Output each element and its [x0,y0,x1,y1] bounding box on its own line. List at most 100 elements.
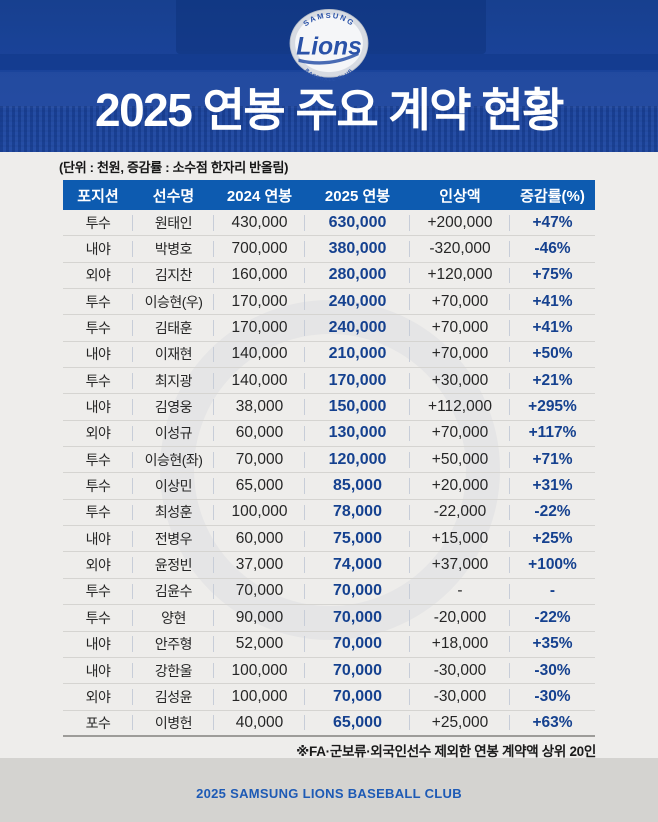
cell-position: 외야 [63,421,133,446]
cell-change-amount: +120,000 [410,263,510,288]
stadium-stand-overlay [0,72,658,108]
cell-player-name: 이승현(우) [133,289,214,314]
table-row: 외야 윤정빈 37,000 74,000 +37,000 +100% [63,552,595,579]
cell-salary-2025: 280,000 [305,263,410,288]
table-row: 투수 원태인 430,000 630,000 +200,000 +47% [63,210,595,237]
cell-position: 투수 [63,605,133,630]
cell-change-amount: +70,000 [410,289,510,314]
table-row: 투수 이승현(좌) 70,000 120,000 +50,000 +71% [63,447,595,474]
cell-change-amount: +18,000 [410,632,510,657]
cell-salary-2025: 70,000 [305,632,410,657]
cell-salary-2025: 210,000 [305,342,410,367]
table-row: 내야 박병호 700,000 380,000 -320,000 -46% [63,236,595,263]
column-header-position: 포지션 [77,187,119,205]
cell-change-amount: -30,000 [410,658,510,683]
table-row: 내야 전병우 60,000 75,000 +15,000 +25% [63,526,595,553]
cell-salary-2025: 70,000 [305,684,410,709]
cell-position: 내야 [63,526,133,551]
cell-position: 내야 [63,632,133,657]
cell-salary-2024: 100,000 [214,684,305,709]
cell-change-amount: +70,000 [410,342,510,367]
cell-salary-2024: 70,000 [214,579,305,604]
cell-position: 투수 [63,210,133,235]
cell-salary-2024: 38,000 [214,394,305,419]
cell-change-percent: +63% [532,713,573,731]
cell-salary-2024: 60,000 [214,526,305,551]
cell-change-percent: -22% [534,503,571,521]
table-row: 투수 이승현(우) 170,000 240,000 +70,000 +41% [63,289,595,316]
footer-text: 2025 SAMSUNG LIONS BASEBALL CLUB [196,786,462,801]
cell-change-amount: +112,000 [410,394,510,419]
logo-swoosh [298,51,359,65]
cell-salary-2024: 37,000 [214,552,305,577]
cell-player-name: 김윤수 [133,579,214,604]
cell-player-name: 강한울 [133,658,214,683]
cell-player-name: 이병헌 [133,711,214,735]
cell-change-percent: +21% [532,371,573,389]
table-row: 투수 최지광 140,000 170,000 +30,000 +21% [63,368,595,395]
cell-position: 투수 [63,579,133,604]
cell-salary-2025: 130,000 [305,421,410,446]
cell-salary-2024: 160,000 [214,263,305,288]
cell-salary-2024: 100,000 [214,500,305,525]
cell-change-percent: -22% [534,608,571,626]
cell-change-percent: +295% [528,398,577,416]
cell-position: 외야 [63,552,133,577]
page-title: 2025 연봉 주요 계약 현황 [94,84,565,136]
stadium-crowd-overlay [0,106,658,152]
cell-position: 투수 [63,500,133,525]
cell-salary-2025: 74,000 [305,552,410,577]
cell-salary-2024: 140,000 [214,368,305,393]
cell-position: 투수 [63,315,133,340]
cell-salary-2025: 70,000 [305,605,410,630]
cell-change-amount: +37,000 [410,552,510,577]
cell-player-name: 이성규 [133,421,214,446]
cell-salary-2024: 65,000 [214,473,305,498]
column-header-change: 인상액 [439,187,481,205]
cell-player-name: 안주형 [133,632,214,657]
cell-salary-2025: 630,000 [305,210,410,235]
footnote: ※FA·군보류·외국인선수 제외한 연봉 계약액 상위 20인 [296,744,596,759]
cell-salary-2024: 430,000 [214,210,305,235]
table-row: 투수 김태훈 170,000 240,000 +70,000 +41% [63,315,595,342]
cell-position: 투수 [63,289,133,314]
cell-position: 내야 [63,342,133,367]
table-header-row: 포지션 선수명 2024 연봉 2025 연봉 인상액 증감률(%) [63,180,595,210]
cell-salary-2025: 78,000 [305,500,410,525]
cell-salary-2024: 90,000 [214,605,305,630]
cell-salary-2024: 40,000 [214,711,305,735]
cell-change-percent: +25% [532,529,573,547]
table-row: 외야 이성규 60,000 130,000 +70,000 +117% [63,421,595,448]
column-header-salary-2024: 2024 연봉 [226,187,293,205]
cell-change-amount: - [410,579,510,604]
hero-banner: SAMSUNG Lions BASEBALL CLUB 2025 연봉 주요 계… [0,0,658,152]
cell-salary-2024: 170,000 [214,315,305,340]
cell-salary-2025: 85,000 [305,473,410,498]
cell-change-percent: +71% [532,450,573,468]
cell-salary-2024: 140,000 [214,342,305,367]
table-row: 내야 강한울 100,000 70,000 -30,000 -30% [63,658,595,685]
cell-change-percent: -46% [534,240,571,258]
cell-position: 투수 [63,368,133,393]
cell-change-percent: +117% [528,424,577,442]
cell-change-amount: +70,000 [410,421,510,446]
samsung-lions-logo-icon: SAMSUNG Lions BASEBALL CLUB [289,8,369,83]
cell-player-name: 김영웅 [133,394,214,419]
cell-position: 내야 [63,394,133,419]
cell-player-name: 이상민 [133,473,214,498]
cell-position: 내야 [63,658,133,683]
cell-change-amount: -22,000 [410,500,510,525]
cell-salary-2024: 70,000 [214,447,305,472]
table-row: 외야 김지찬 160,000 280,000 +120,000 +75% [63,263,595,290]
column-header-player-name: 선수명 [152,187,195,205]
cell-change-percent: -30% [534,661,571,679]
cell-position: 투수 [63,447,133,472]
cell-player-name: 최성훈 [133,500,214,525]
cell-salary-2025: 240,000 [305,289,410,314]
cell-player-name: 최지광 [133,368,214,393]
salary-table: 포지션 선수명 2024 연봉 2025 연봉 인상액 증감률(%) 투수 원태… [63,180,595,737]
cell-player-name: 김지찬 [133,263,214,288]
footer-bar: 2025 SAMSUNG LIONS BASEBALL CLUB [0,758,658,822]
table-row: 포수 이병헌 40,000 65,000 +25,000 +63% [63,711,595,737]
table-row: 투수 이상민 65,000 85,000 +20,000 +31% [63,473,595,500]
